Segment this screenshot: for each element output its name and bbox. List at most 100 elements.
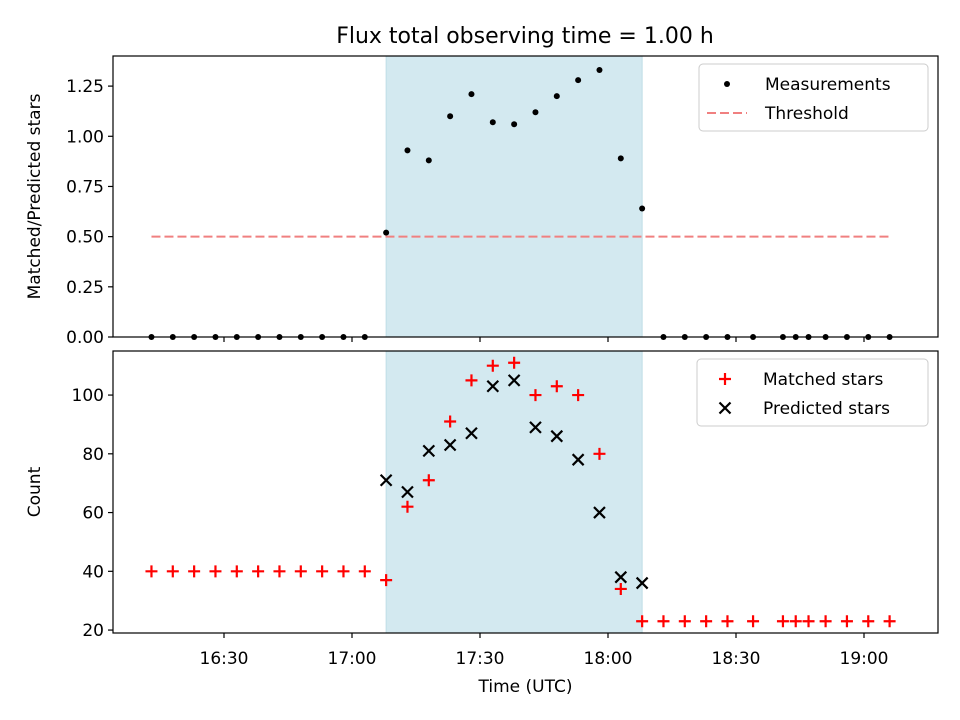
data-point (465, 374, 478, 387)
data-point (511, 121, 518, 128)
data-point (575, 77, 582, 84)
data-point (571, 453, 585, 466)
data-point (486, 379, 500, 393)
data-point (379, 473, 393, 487)
top-panel: 0.00 0.25 0.50 0.75 1.00 1.25 Matched/Predicte… (25, 55, 939, 348)
data-point (883, 615, 896, 628)
data-point (209, 565, 222, 578)
series-predicted-stars (379, 374, 649, 590)
data-point (252, 565, 265, 578)
y-tick-label: 80 (82, 445, 104, 465)
data-point (508, 356, 521, 369)
legend: Measurements Threshold (698, 63, 929, 132)
data-point (145, 565, 158, 578)
data-point (532, 109, 539, 116)
axes-frame (112, 350, 939, 634)
data-point (593, 447, 606, 460)
data-point (635, 576, 649, 590)
data-point (550, 380, 563, 393)
data-point (550, 429, 564, 443)
legend-marker (718, 401, 732, 415)
y-tick-label: 40 (82, 562, 104, 582)
axes-frame (112, 55, 939, 338)
data-point (639, 205, 646, 212)
series-measurements (148, 67, 893, 340)
data-point (700, 615, 713, 628)
x-tick-label: 16:30 (200, 649, 249, 669)
data-point (789, 615, 802, 628)
data-point (422, 474, 435, 487)
x-tick-label: 17:30 (456, 649, 505, 669)
data-point (425, 157, 432, 164)
legend-box (696, 358, 929, 427)
x-tick-label: 18:30 (712, 649, 761, 669)
data-point (596, 67, 603, 74)
data-point (489, 119, 496, 126)
data-point (401, 500, 414, 513)
data-point (721, 615, 734, 628)
y-tick-label: 20 (82, 621, 104, 641)
data-point (443, 438, 457, 452)
data-point (401, 485, 414, 499)
data-point (572, 389, 585, 402)
data-point (404, 147, 411, 154)
shaded-region (386, 56, 643, 337)
y-tick-label: 1.00 (66, 127, 104, 147)
figure-title: Flux total observing time = 1.00 h (336, 24, 714, 49)
data-point (188, 565, 201, 578)
legend-marker (719, 373, 731, 385)
x-tick-label: 19:00 (840, 649, 889, 669)
data-point (529, 389, 542, 402)
y-tick-label: 0.00 (66, 328, 104, 348)
legend-label: Predicted stars (763, 399, 890, 419)
data-point (468, 91, 475, 98)
shaded-region (386, 351, 643, 633)
data-point (529, 421, 542, 434)
data-point (636, 615, 649, 628)
legend-label: Matched stars (763, 370, 883, 390)
legend: Matched stars Predicted stars (696, 358, 929, 427)
data-point (230, 565, 243, 578)
data-point (422, 444, 436, 458)
data-point (383, 229, 390, 236)
series-matched-stars (145, 356, 896, 628)
x-axis-label: Time (UTC) (478, 677, 573, 697)
data-point (802, 615, 815, 628)
x-tick-label: 18:00 (584, 649, 633, 669)
legend-label: Measurements (765, 75, 891, 95)
legend-marker (724, 81, 730, 87)
data-point (465, 426, 478, 440)
data-point (840, 615, 853, 628)
y-axis-label: Matched/Predicted stars (25, 93, 45, 299)
data-point (553, 93, 560, 100)
data-point (617, 155, 624, 162)
data-point (507, 374, 521, 387)
data-point (294, 565, 307, 578)
x-tick-label: 17:00 (328, 649, 377, 669)
y-tick-label: 0.75 (66, 177, 104, 197)
data-point (380, 574, 393, 587)
bottom-panel: 20 40 60 80 100 16:30 17:00 17:30 18:00 18:30 19:0… (25, 350, 939, 697)
data-point (657, 615, 670, 628)
data-point (614, 570, 628, 584)
data-point (776, 615, 789, 628)
data-point (678, 615, 691, 628)
data-point (593, 506, 606, 519)
data-point (358, 565, 371, 578)
data-point (747, 615, 760, 628)
legend-box (698, 63, 929, 132)
y-tick-label: 60 (82, 504, 104, 524)
y-axis-label: Count (25, 466, 45, 517)
data-point (337, 565, 350, 578)
y-tick-label: 0.25 (66, 278, 104, 298)
y-tick-label: 100 (72, 386, 104, 406)
y-tick-label: 1.25 (66, 77, 104, 97)
data-point (447, 113, 454, 120)
data-point (819, 615, 832, 628)
data-point (316, 565, 329, 578)
y-tick-label: 0.50 (66, 228, 104, 248)
data-point (166, 565, 179, 578)
data-point (273, 565, 286, 578)
data-point (862, 615, 875, 628)
data-point (486, 359, 499, 372)
